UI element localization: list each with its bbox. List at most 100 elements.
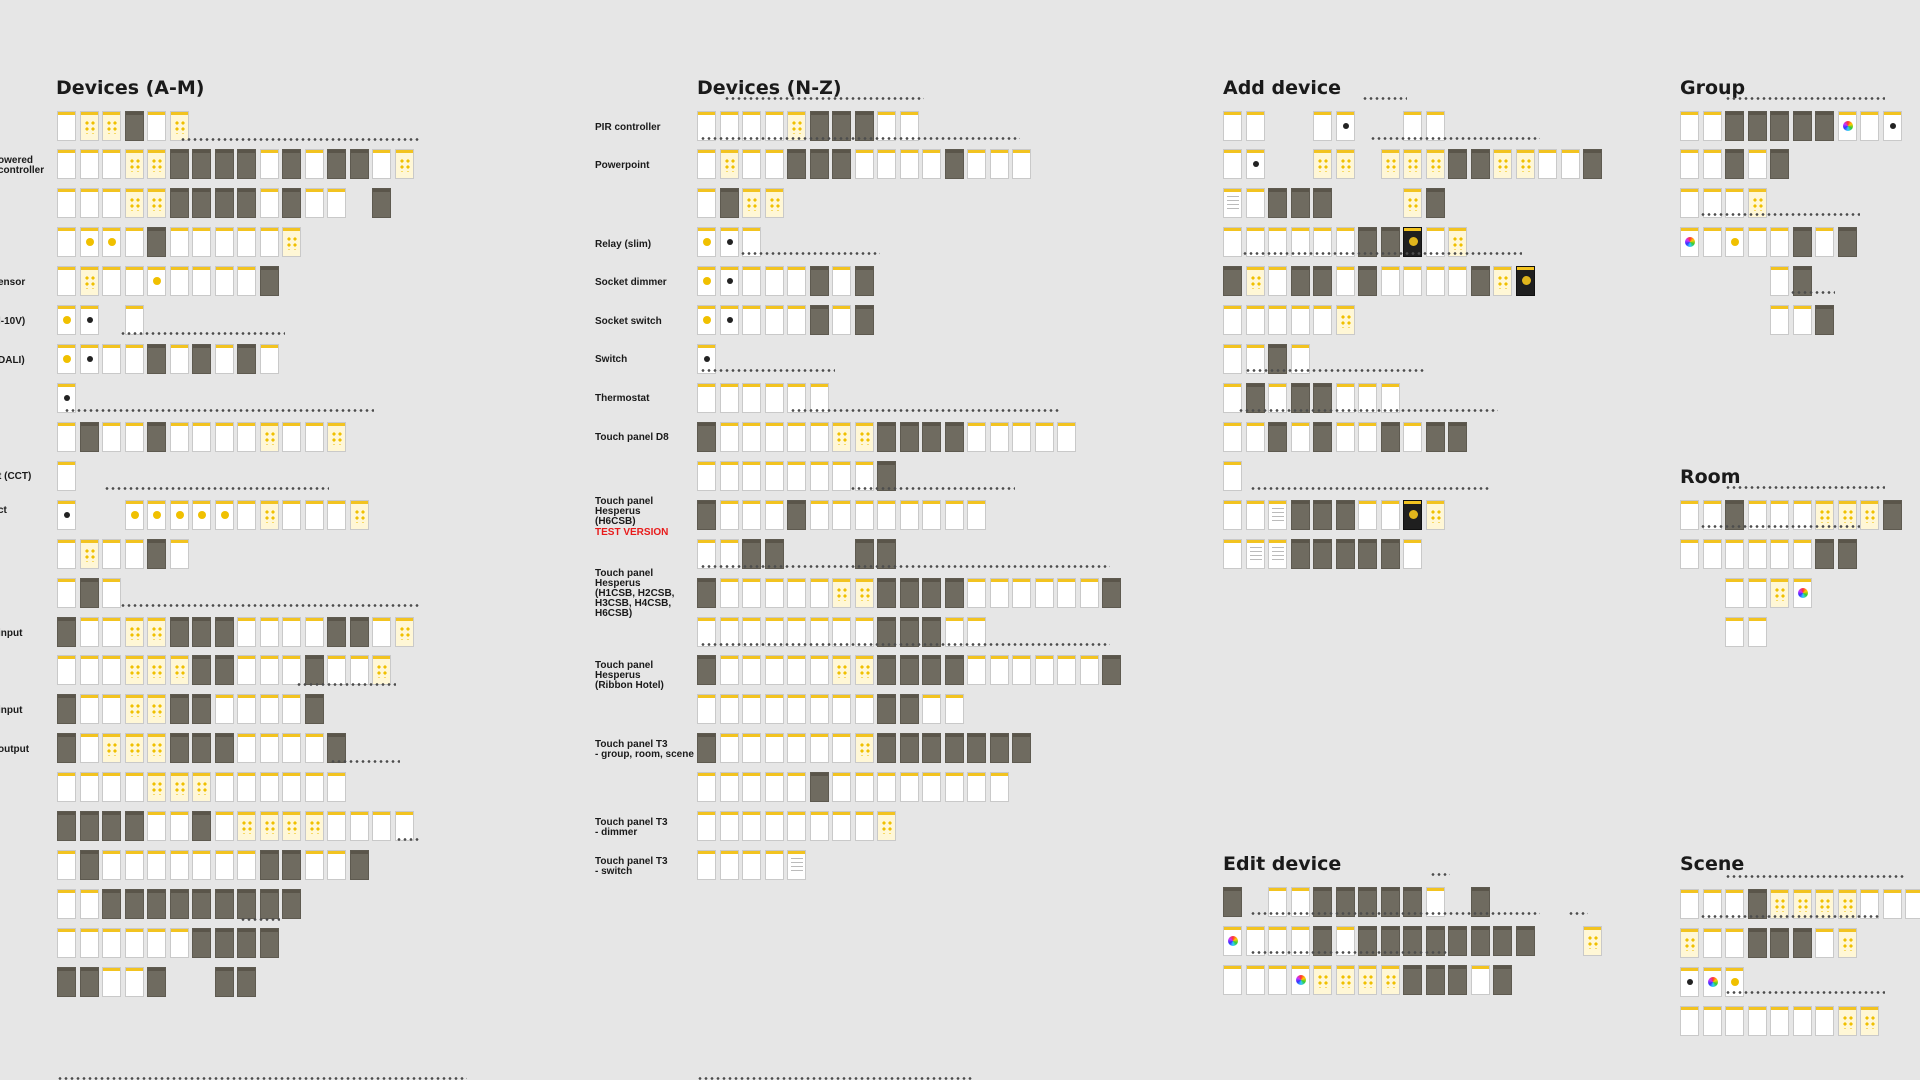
screen-thumbnail[interactable] [697,539,716,569]
screen-thumbnail[interactable] [832,772,851,802]
screen-thumbnail[interactable] [697,655,716,685]
screen-thumbnail[interactable] [80,539,99,569]
screen-thumbnail[interactable] [215,733,234,763]
screen-thumbnail[interactable] [282,889,301,919]
screen-thumbnail[interactable] [1358,227,1377,257]
screen-thumbnail[interactable] [350,850,369,880]
screen-thumbnail[interactable] [697,500,716,530]
screen-thumbnail[interactable] [990,578,1009,608]
screen-thumbnail[interactable] [855,617,874,647]
screen-thumbnail[interactable] [1268,926,1287,956]
screen-thumbnail[interactable] [147,928,166,958]
screen-thumbnail[interactable] [350,500,369,530]
screen-thumbnail[interactable] [215,655,234,685]
screen-thumbnail[interactable] [1035,422,1054,452]
screen-thumbnail[interactable] [80,655,99,685]
screen-thumbnail[interactable] [877,539,896,569]
screen-thumbnail[interactable] [1860,1006,1879,1036]
screen-thumbnail[interactable] [967,733,986,763]
screen-thumbnail[interactable] [327,188,346,218]
screen-thumbnail[interactable] [57,772,76,802]
screen-thumbnail[interactable] [1268,188,1287,218]
screen-thumbnail[interactable] [990,149,1009,179]
screen-thumbnail[interactable] [57,266,76,296]
screen-thumbnail[interactable] [1770,266,1789,296]
screen-thumbnail[interactable] [1358,266,1377,296]
screen-thumbnail[interactable] [1793,500,1812,530]
screen-thumbnail[interactable] [1770,149,1789,179]
screen-thumbnail[interactable] [1336,965,1355,995]
screen-thumbnail[interactable] [192,850,211,880]
screen-thumbnail[interactable] [1680,111,1699,141]
screen-thumbnail[interactable] [855,305,874,335]
screen-thumbnail[interactable] [877,461,896,491]
screen-thumbnail[interactable] [147,149,166,179]
screen-thumbnail[interactable] [1725,1006,1744,1036]
screen-thumbnail[interactable] [1291,926,1310,956]
screen-thumbnail[interactable] [810,733,829,763]
screen-thumbnail[interactable] [877,811,896,841]
screen-thumbnail[interactable] [237,889,256,919]
screen-thumbnail[interactable] [787,772,806,802]
screen-thumbnail[interactable] [102,655,121,685]
screen-thumbnail[interactable] [1403,500,1422,530]
screen-thumbnail[interactable] [697,344,716,374]
screen-thumbnail[interactable] [350,149,369,179]
screen-thumbnail[interactable] [720,111,739,141]
screen-thumbnail[interactable] [900,772,919,802]
screen-thumbnail[interactable] [1426,227,1445,257]
screen-thumbnail[interactable] [1246,305,1265,335]
screen-thumbnail[interactable] [1770,539,1789,569]
screen-thumbnail[interactable] [305,811,324,841]
screen-thumbnail[interactable] [1403,266,1422,296]
screen-thumbnail[interactable] [967,617,986,647]
screen-thumbnail[interactable] [922,772,941,802]
screen-thumbnail[interactable] [1426,188,1445,218]
screen-thumbnail[interactable] [1725,578,1744,608]
screen-thumbnail[interactable] [170,733,189,763]
screen-thumbnail[interactable] [80,344,99,374]
screen-thumbnail[interactable] [1080,655,1099,685]
screen-thumbnail[interactable] [720,733,739,763]
screen-thumbnail[interactable] [170,111,189,141]
screen-thumbnail[interactable] [192,928,211,958]
screen-thumbnail[interactable] [697,733,716,763]
screen-thumbnail[interactable] [945,617,964,647]
screen-thumbnail[interactable] [945,422,964,452]
screen-thumbnail[interactable] [260,344,279,374]
screen-thumbnail[interactable] [1358,422,1377,452]
screen-thumbnail[interactable] [1703,967,1722,997]
screen-thumbnail[interactable] [147,227,166,257]
screen-thumbnail[interactable] [1403,188,1422,218]
screen-thumbnail[interactable] [237,227,256,257]
screen-thumbnail[interactable] [57,811,76,841]
screen-thumbnail[interactable] [855,149,874,179]
screen-thumbnail[interactable] [765,850,784,880]
screen-thumbnail[interactable] [810,266,829,296]
screen-thumbnail[interactable] [1680,928,1699,958]
screen-thumbnail[interactable] [215,188,234,218]
screen-thumbnail[interactable] [1905,889,1920,919]
screen-thumbnail[interactable] [697,149,716,179]
screen-thumbnail[interactable] [282,227,301,257]
screen-thumbnail[interactable] [1583,926,1602,956]
screen-thumbnail[interactable] [282,655,301,685]
screen-thumbnail[interactable] [720,500,739,530]
screen-thumbnail[interactable] [260,850,279,880]
screen-thumbnail[interactable] [170,811,189,841]
screen-thumbnail[interactable] [832,422,851,452]
screen-thumbnail[interactable] [1815,111,1834,141]
screen-thumbnail[interactable] [1725,227,1744,257]
screen-thumbnail[interactable] [1838,111,1857,141]
screen-thumbnail[interactable] [192,617,211,647]
screen-thumbnail[interactable] [1268,887,1287,917]
screen-thumbnail[interactable] [125,188,144,218]
screen-thumbnail[interactable] [125,266,144,296]
screen-thumbnail[interactable] [237,149,256,179]
screen-thumbnail[interactable] [697,305,716,335]
screen-thumbnail[interactable] [170,694,189,724]
screen-thumbnail[interactable] [697,461,716,491]
screen-thumbnail[interactable] [192,344,211,374]
screen-thumbnail[interactable] [57,733,76,763]
screen-thumbnail[interactable] [1815,1006,1834,1036]
